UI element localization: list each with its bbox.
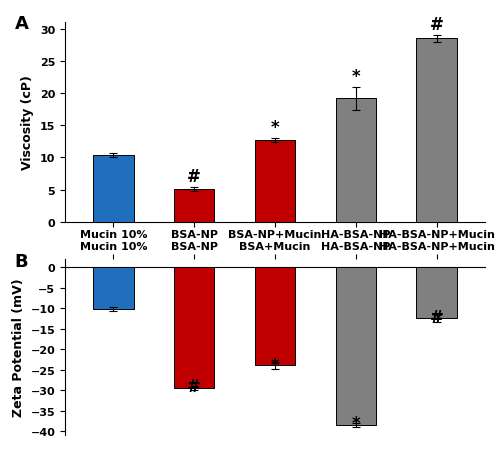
Bar [255, 141, 295, 222]
Text: #: # [188, 168, 201, 186]
Y-axis label: Zeta Potential (mV): Zeta Potential (mV) [12, 278, 25, 416]
Bar [416, 268, 457, 319]
Text: *: * [270, 119, 280, 137]
Bar [174, 189, 214, 222]
Text: #: # [430, 16, 444, 34]
Y-axis label: Viscosity (cP): Viscosity (cP) [22, 75, 35, 170]
Bar [336, 268, 376, 425]
Text: *: * [352, 68, 360, 86]
Bar [174, 268, 214, 388]
Text: B: B [14, 252, 28, 270]
Bar [255, 268, 295, 366]
Bar [94, 156, 134, 222]
Text: #: # [188, 377, 201, 395]
Text: *: * [352, 414, 360, 432]
Text: #: # [430, 309, 444, 327]
Text: *: * [270, 356, 280, 374]
Bar [416, 39, 457, 222]
Bar [94, 268, 134, 309]
Bar [336, 99, 376, 222]
Text: A: A [14, 15, 28, 33]
